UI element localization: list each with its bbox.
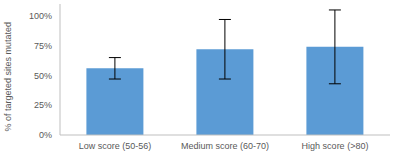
svg-text:100%: 100% (29, 11, 52, 21)
svg-text:25%: 25% (34, 100, 52, 110)
svg-text:Low score (50-56): Low score (50-56) (79, 141, 152, 151)
svg-text:Medium score (60-70): Medium score (60-70) (181, 141, 269, 151)
svg-text:0%: 0% (39, 130, 52, 140)
svg-text:75%: 75% (34, 41, 52, 51)
svg-text:High score (>80): High score (>80) (302, 141, 369, 151)
svg-text:% of targeted sites mutated: % of targeted sites mutated (8, 22, 13, 132)
svg-text:50%: 50% (34, 71, 52, 81)
